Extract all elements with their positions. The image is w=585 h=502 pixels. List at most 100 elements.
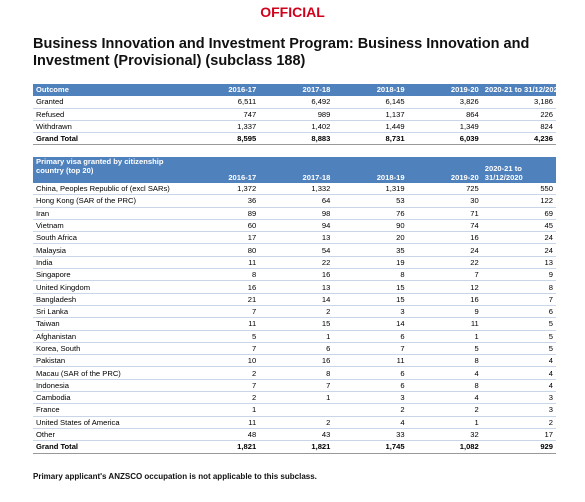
data-row: Cambodia 2 1 3 4 3 [33,391,556,405]
cell: 54 [259,243,334,257]
row-label: Malaysia [33,243,185,257]
row-label: Afghanistan [33,330,185,343]
cell: 8,883 [259,132,334,146]
row-label: Bangladesh [33,293,185,306]
cell: 4,236 [481,132,556,146]
cell: 17 [481,428,556,442]
cell: 2 [259,305,334,319]
cell: 6 [333,379,408,393]
footnote: Primary applicant's ANZSCO occupation is… [33,472,317,481]
cell: 4 [481,379,556,393]
cell: 7 [185,342,260,356]
cell: 6,511 [185,95,260,109]
row-label: Sri Lanka [33,305,185,319]
cell: 5 [481,317,556,331]
cell: 53 [333,194,408,208]
cell: 9 [407,305,482,319]
cell: 8 [481,280,556,294]
column-header: Primary visa granted by citizenship coun… [33,157,185,183]
cell: 2 [259,416,334,429]
cell: 98 [259,207,334,220]
data-row: Refused 747 989 1,137 864 226 [33,108,556,121]
cell: 15 [333,280,408,294]
cell: 1,337 [185,120,260,134]
cell: 24 [481,231,556,245]
row-label: Granted [33,95,185,109]
data-row: United States of America 11 2 4 1 2 [33,416,556,429]
cell: 725 [407,182,482,196]
row-label: United Kingdom [33,280,185,294]
cell: 13 [259,231,334,245]
cell: 3,186 [481,95,556,109]
cell: 19 [333,256,408,270]
cell: 1,137 [333,108,408,121]
cell: 1,821 [259,440,334,454]
cell: 16 [259,268,334,282]
row-label: Macau (SAR of the PRC) [33,366,185,380]
header-row: Outcome 2016-17 2017-18 2018-19 2019-20 2020-… [33,84,562,97]
cell: 15 [333,293,408,306]
outcome-table: Outcome 2016-17 2017-18 2018-19 2019-20 2020-… [33,84,562,146]
cell: 6 [481,305,556,319]
data-row: Macau (SAR of the PRC) 2 8 6 4 4 [33,366,556,380]
row-label: India [33,256,185,270]
security-marking: OFFICIAL [260,4,325,20]
cell: 8 [333,268,408,282]
cell: 30 [407,194,482,208]
cell: 550 [481,182,556,196]
cell: 3 [333,391,408,405]
row-label: Refused [33,108,185,121]
cell: 4 [407,391,482,405]
cell: 4 [481,354,556,368]
column-header: 2017-18 [259,157,334,183]
column-header: 2018-19 [333,157,408,183]
data-row: Malaysia 80 54 35 24 24 [33,243,556,257]
row-label: Taiwan [33,317,185,331]
row-label: South Africa [33,231,185,245]
cell: 122 [481,194,556,208]
cell: 4 [481,366,556,380]
column-header: 2016-17 [185,157,260,183]
cell: 24 [481,243,556,257]
data-row: China, Peoples Republic of (excl SARs) 1,… [33,182,556,196]
row-label: Hong Kong (SAR of the PRC) [33,194,185,208]
cell: 864 [407,108,482,121]
cell: 747 [185,108,260,121]
cell: 2 [185,391,260,405]
cell: 3 [481,403,556,417]
row-label: Singapore [33,268,185,282]
cell: 1 [407,330,482,343]
row-label: Pakistan [33,354,185,368]
cell: 11 [333,354,408,368]
total-row: Grand Total 8,595 8,883 8,731 6,039 4,236 [33,132,556,146]
total-row: Grand Total 1,821 1,821 1,745 1,082 929 [33,440,556,454]
cell: 6 [333,366,408,380]
cell: 2 [185,366,260,380]
country-table: Primary visa granted by citizenship coun… [33,157,556,454]
cell: 13 [481,256,556,270]
cell: 6,039 [407,132,482,146]
cell: 48 [185,428,260,442]
cell: 12 [407,280,482,294]
cell: 16 [259,354,334,368]
cell: 1,082 [407,440,482,454]
cell: 15 [259,317,334,331]
row-label: Cambodia [33,391,185,405]
cell: 8,595 [185,132,260,146]
cell: 1,402 [259,120,334,134]
cell: 3,826 [407,95,482,109]
data-row: Granted 6,511 6,492 6,145 3,826 3,186 [33,95,556,109]
cell: 13 [259,280,334,294]
cell: 989 [259,108,334,121]
cell: 8 [185,268,260,282]
data-row: Pakistan 10 16 11 8 4 [33,354,556,368]
column-header: 2020-21 to 31/12/2020 [481,84,562,97]
column-header: 2018-19 [333,84,408,97]
cell: 8 [407,379,482,393]
cell: 1,349 [407,120,482,134]
cell: 3 [481,391,556,405]
data-row: Vietnam 60 94 90 74 45 [33,219,556,233]
cell: 76 [333,207,408,220]
data-row: Korea, South 7 6 7 5 5 [33,342,556,356]
header-row: Primary visa granted by citizenship coun… [33,157,556,183]
